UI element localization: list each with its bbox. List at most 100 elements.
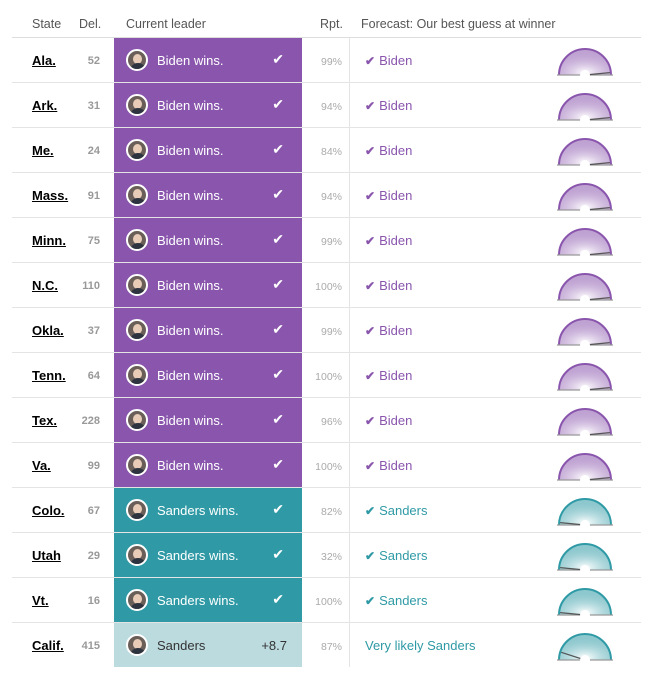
forecast-text: ✔ Biden [365,323,412,338]
state-link[interactable]: Calif. [32,638,64,653]
delegate-count: 64 [87,370,100,382]
forecast-gauge-icon [557,543,613,574]
state-link[interactable]: Okla. [32,323,64,338]
reporting-percent: 100% [315,596,342,608]
table-row: Va. 99 Biden wins. ✔ 100% ✔ Biden [12,443,641,488]
state-link[interactable]: Tenn. [32,368,66,383]
table-row: Colo. 67 Sanders wins. ✔ 82% ✔ Sanders [12,488,641,533]
forecast-check-icon: ✔ [365,54,376,68]
current-leader-cell: Biden wins. ✔ [114,398,302,442]
table-row: Me. 24 Biden wins. ✔ 84% ✔ Biden [12,128,641,173]
state-link[interactable]: Va. [32,458,51,473]
forecast-text: ✔ Biden [365,53,412,68]
state-link[interactable]: Mass. [32,188,69,203]
forecast-gauge-icon [557,588,613,619]
table-row: Okla. 37 Biden wins. ✔ 99% ✔ Biden [12,308,641,353]
current-leader-cell: Biden wins. ✔ [114,263,302,307]
current-leader-cell: Sanders wins. ✔ [114,488,302,532]
current-leader-cell: Biden wins. ✔ [114,353,302,397]
winner-check-icon: ✔ [272,546,284,562]
forecast-check-icon: ✔ [365,459,376,473]
column-divider [349,38,350,82]
reporting-percent: 99% [320,56,342,68]
delegate-count: 415 [81,640,100,652]
forecast-gauge-icon [557,183,613,214]
column-divider [349,533,350,577]
state-link[interactable]: Vt. [32,593,49,608]
candidate-avatar [126,319,148,341]
forecast-check-icon: ✔ [365,324,376,338]
forecast-check-icon: ✔ [365,279,376,293]
candidate-avatar [126,139,148,161]
winner-check-icon: ✔ [272,231,284,247]
state-link[interactable]: Ala. [32,53,56,68]
forecast-gauge-icon [557,138,613,169]
forecast-gauge-icon [557,48,613,79]
reporting-percent: 84% [320,146,342,158]
candidate-avatar [126,454,148,476]
leader-text: Biden wins. [157,458,224,473]
forecast-label: Biden [379,188,413,203]
forecast-gauge-icon [557,273,613,304]
candidate-avatar [126,184,148,206]
delegate-count: 67 [87,505,100,517]
state-link[interactable]: N.C. [32,278,58,293]
state-link[interactable]: Minn. [32,233,66,248]
current-leader-cell: Biden wins. ✔ [114,173,302,217]
current-leader-cell: Sanders wins. ✔ [114,578,302,622]
forecast-label: Biden [379,143,413,158]
state-link[interactable]: Me. [32,143,54,158]
leader-text: Biden wins. [157,413,224,428]
candidate-avatar [126,409,148,431]
leader-text: Biden wins. [157,188,224,203]
reporting-percent: 99% [320,236,342,248]
table-row: Tex. 228 Biden wins. ✔ 96% ✔ Biden [12,398,641,443]
table-row: N.C. 110 Biden wins. ✔ 100% ✔ Biden [12,263,641,308]
column-divider [349,353,350,397]
header-state: State [32,17,62,31]
current-leader-cell: Biden wins. ✔ [114,38,302,82]
forecast-gauge-icon [557,363,613,394]
state-link[interactable]: Ark. [32,98,58,113]
winner-check-icon: ✔ [272,501,284,517]
reporting-percent: 94% [320,191,342,203]
reporting-percent: 100% [315,281,342,293]
column-divider [349,578,350,622]
candidate-avatar [126,274,148,296]
column-divider [349,263,350,307]
forecast-check-icon: ✔ [365,369,376,383]
reporting-percent: 87% [320,641,342,653]
forecast-label: Biden [379,323,413,338]
delegate-count: 29 [87,550,100,562]
forecast-check-icon: ✔ [365,234,376,248]
leader-text: Sanders wins. [157,503,239,518]
forecast-label: Biden [379,458,413,473]
winner-check-icon: ✔ [272,51,284,67]
table-row: Utah 29 Sanders wins. ✔ 32% ✔ Sanders [12,533,641,578]
reporting-percent: 32% [320,551,342,563]
forecast-label: Very likely Sanders [365,638,476,653]
leader-text: Biden wins. [157,143,224,158]
forecast-gauge-icon [557,453,613,484]
column-divider [349,308,350,352]
table-row: Tenn. 64 Biden wins. ✔ 100% ✔ Biden [12,353,641,398]
table-row: Mass. 91 Biden wins. ✔ 94% ✔ Biden [12,173,641,218]
reporting-percent: 94% [320,101,342,113]
forecast-text: ✔ Biden [365,188,412,203]
forecast-gauge-icon [557,498,613,529]
column-divider [349,623,350,667]
forecast-gauge-icon [557,318,613,349]
state-link[interactable]: Colo. [32,503,65,518]
winner-check-icon: ✔ [272,411,284,427]
winner-check-icon: ✔ [272,276,284,292]
leader-text: Biden wins. [157,98,224,113]
delegate-count: 228 [81,415,100,427]
delegate-count: 37 [87,325,100,337]
state-link[interactable]: Utah [32,548,61,563]
forecast-check-icon: ✔ [365,549,376,563]
forecast-label: Biden [379,368,413,383]
delegate-count: 24 [87,145,100,157]
state-link[interactable]: Tex. [32,413,58,428]
table-row: Ala. 52 Biden wins. ✔ 99% ✔ Biden [12,38,641,83]
forecast-gauge-icon [557,228,613,259]
